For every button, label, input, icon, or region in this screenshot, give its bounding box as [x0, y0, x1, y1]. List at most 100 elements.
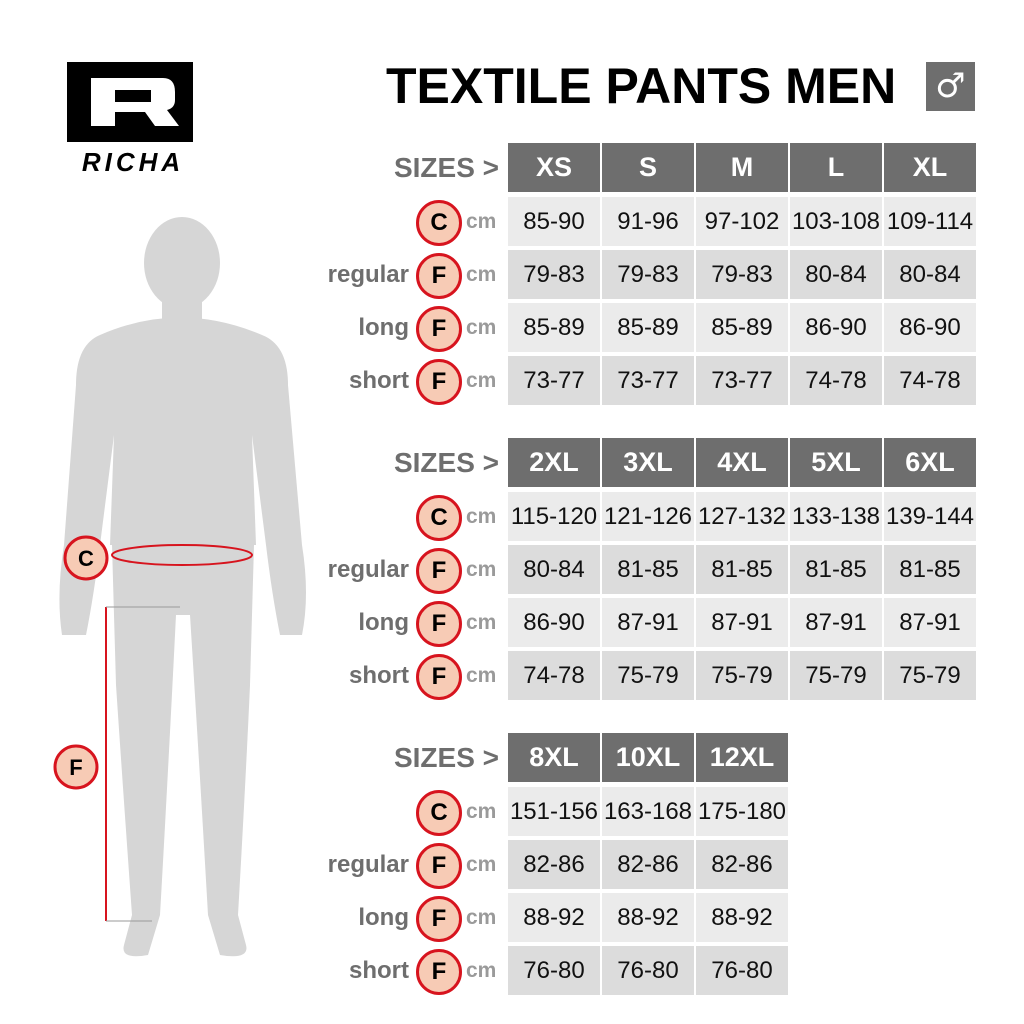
- size-header-cell: 8XL: [508, 733, 600, 782]
- value-cell: 87-91: [696, 598, 788, 647]
- size-header-cell: 6XL: [884, 438, 976, 487]
- fit-label: short: [349, 367, 409, 394]
- measure-badge: F: [416, 949, 462, 995]
- value-cell: 73-77: [696, 356, 788, 405]
- size-header-cell: L: [790, 143, 882, 192]
- body-silhouette: [59, 217, 306, 957]
- measure-badge: F: [416, 654, 462, 700]
- size-header-cell: XL: [884, 143, 976, 192]
- size-header-cell: 3XL: [602, 438, 694, 487]
- value-cell: 85-90: [508, 197, 600, 246]
- unit-label: cm: [466, 664, 497, 687]
- measure-badge: F: [416, 306, 462, 352]
- value-cell: 86-90: [508, 598, 600, 647]
- fit-label: regular: [327, 851, 409, 878]
- value-cell: 79-83: [696, 250, 788, 299]
- unit-label: cm: [466, 800, 497, 823]
- value-cell: 91-96: [602, 197, 694, 246]
- unit-label: cm: [466, 558, 497, 581]
- table-header-row: SIZES > 2XL 3XL 4XL 5XL 6XL: [330, 438, 980, 487]
- row-label: SIZES >: [330, 438, 505, 487]
- value-cell: 81-85: [790, 545, 882, 594]
- table-header-row: SIZES > 8XL 10XL 12XL: [330, 733, 980, 782]
- row-label: SIZES >: [330, 143, 505, 192]
- unit-label: cm: [466, 959, 497, 982]
- value-cell: 76-80: [696, 946, 788, 995]
- value-cell: 80-84: [508, 545, 600, 594]
- fit-label: short: [349, 957, 409, 984]
- svg-text:C: C: [78, 546, 94, 571]
- value-cell: 127-132: [696, 492, 788, 541]
- value-cell: 76-80: [508, 946, 600, 995]
- value-cell: 75-79: [696, 651, 788, 700]
- value-cell: 88-92: [696, 893, 788, 942]
- sizes-label: SIZES >: [393, 447, 499, 478]
- fit-label: regular: [327, 556, 409, 583]
- value-cell: 87-91: [790, 598, 882, 647]
- measure-badge: F: [416, 548, 462, 594]
- unit-label: cm: [466, 505, 497, 528]
- value-cell: 75-79: [602, 651, 694, 700]
- unit-label: cm: [466, 853, 497, 876]
- value-cell: 79-83: [602, 250, 694, 299]
- fit-label: long: [358, 904, 409, 931]
- logo-mark: [67, 62, 193, 142]
- logo-wordmark: RICHA: [81, 147, 185, 177]
- svg-text:F: F: [69, 755, 82, 780]
- value-cell: 86-90: [790, 303, 882, 352]
- value-cell: 75-79: [790, 651, 882, 700]
- unit-label: cm: [466, 316, 497, 339]
- measure-badge: F: [416, 253, 462, 299]
- value-cell: 139-144: [884, 492, 976, 541]
- value-cell: 75-79: [884, 651, 976, 700]
- value-cell: 151-156: [508, 787, 600, 836]
- unit-label: cm: [466, 906, 497, 929]
- unit-label: cm: [466, 210, 497, 233]
- value-cell: 87-91: [602, 598, 694, 647]
- value-cell: 76-80: [602, 946, 694, 995]
- value-cell: 81-85: [602, 545, 694, 594]
- value-cell: 82-86: [696, 840, 788, 889]
- value-cell: 87-91: [884, 598, 976, 647]
- marker-c: C: [63, 535, 109, 581]
- value-cell: 74-78: [884, 356, 976, 405]
- sizes-label: SIZES >: [393, 152, 499, 183]
- body-figure: C F: [53, 217, 306, 957]
- value-cell: 73-77: [508, 356, 600, 405]
- size-header-cell: XS: [508, 143, 600, 192]
- value-cell: 163-168: [602, 787, 694, 836]
- value-cell: 74-78: [508, 651, 600, 700]
- measure-badge: F: [416, 601, 462, 647]
- sizes-label: SIZES >: [393, 742, 499, 773]
- value-cell: 73-77: [602, 356, 694, 405]
- value-cell: 85-89: [508, 303, 600, 352]
- size-header-cell: 5XL: [790, 438, 882, 487]
- value-cell: 82-86: [602, 840, 694, 889]
- value-cell: 79-83: [508, 250, 600, 299]
- measure-badge: F: [416, 359, 462, 405]
- waist-measure: [111, 544, 253, 566]
- value-cell: 103-108: [790, 197, 882, 246]
- value-cell: 80-84: [790, 250, 882, 299]
- value-cell: 80-84: [884, 250, 976, 299]
- measure-badge: F: [416, 843, 462, 889]
- fit-label: short: [349, 662, 409, 689]
- size-header-cell: S: [602, 143, 694, 192]
